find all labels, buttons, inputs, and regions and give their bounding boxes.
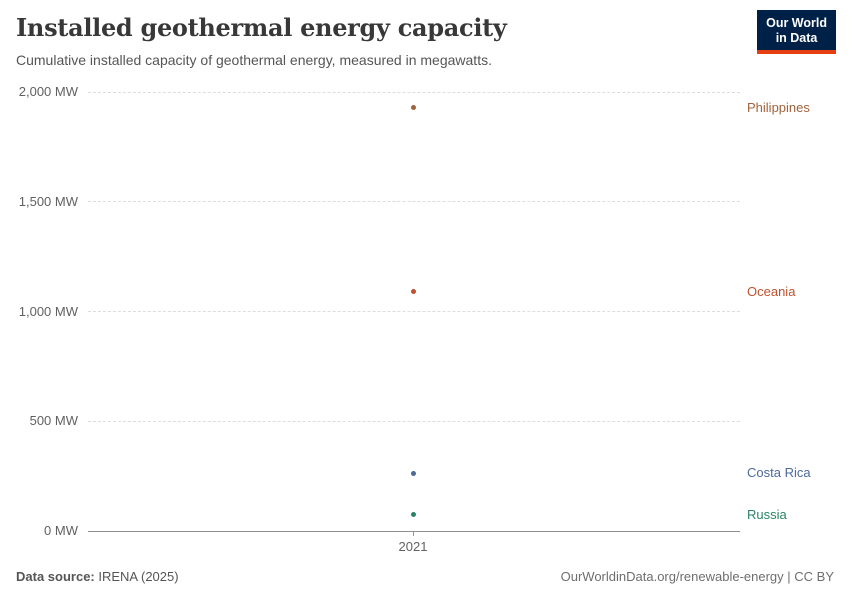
data-point-philippines[interactable] xyxy=(410,105,416,111)
y-tick-label-1000: 1,000 MW xyxy=(18,303,78,319)
y-tick-label-500: 500 MW xyxy=(29,413,78,429)
y-tick-label-2000: 2,000 MW xyxy=(18,84,78,99)
x-tick-label: 2021 xyxy=(398,539,428,554)
y-gridline-1000 xyxy=(88,311,740,312)
y-tick-label-1500: 1,500 MW xyxy=(18,193,78,209)
y-gridline-500 xyxy=(88,420,740,422)
x-tick-mark xyxy=(413,531,414,536)
chart-subtitle: Cumulative installed capacity of geother… xyxy=(16,52,492,68)
data-point-oceania[interactable] xyxy=(410,289,416,295)
data-point-costa-rica[interactable] xyxy=(410,470,416,476)
series-label-oceania[interactable]: Oceania xyxy=(747,283,796,299)
series-label-costa-rica[interactable]: Costa Rica xyxy=(747,465,811,481)
owid-logo-line1: Our World xyxy=(766,16,827,30)
chart-title: Installed geothermal energy capacity xyxy=(16,13,507,42)
series-label-russia[interactable]: Russia xyxy=(747,506,787,522)
y-gridline-1500 xyxy=(88,201,740,203)
data-source-note: Data source: IRENA (2025) xyxy=(16,569,179,584)
y-tick-label-0: 0 MW xyxy=(44,523,78,538)
data-source-value: IRENA (2025) xyxy=(98,569,179,584)
data-point-russia[interactable] xyxy=(410,512,416,518)
owid-logo-line2: in Data xyxy=(775,30,818,45)
y-gridline-2000 xyxy=(88,91,740,93)
owid-logo: Our World in Data xyxy=(757,10,836,54)
data-source-label: Data source: xyxy=(16,569,95,584)
series-label-philippines[interactable]: Philippines xyxy=(747,99,810,115)
x-axis-line xyxy=(88,530,740,532)
credit-link[interactable]: OurWorldinData.org/renewable-energy | CC… xyxy=(560,569,834,584)
